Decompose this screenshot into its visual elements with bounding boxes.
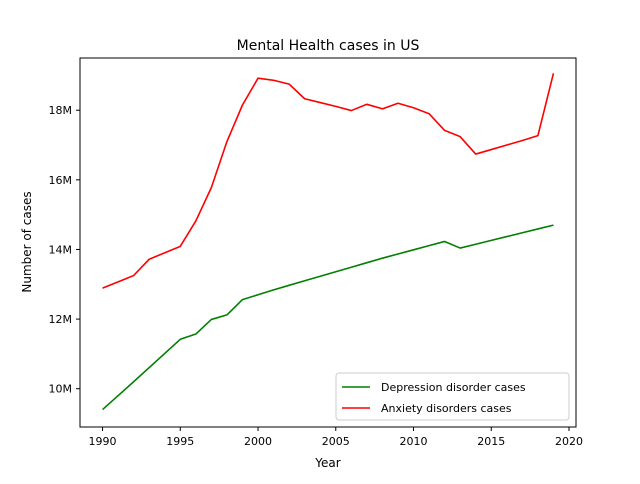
x-tick-label: 2015: [477, 435, 505, 448]
x-tick-label: 2020: [555, 435, 583, 448]
x-tick-label: 2000: [244, 435, 272, 448]
plot-lines: [102, 73, 555, 411]
x-tick-label: 1995: [166, 435, 194, 448]
x-axis-label: Year: [314, 456, 340, 470]
chart-title: Mental Health cases in US: [237, 38, 420, 54]
y-tick-label: 10M: [49, 383, 73, 396]
legend-label: Anxiety disorders cases: [381, 402, 512, 415]
y-axis-label: Number of cases: [20, 191, 34, 292]
legend-label: Depression disorder cases: [381, 381, 526, 394]
y-tick-label: 16M: [49, 174, 73, 187]
x-tick-label: 2005: [322, 435, 350, 448]
x-tick-label: 2010: [400, 435, 428, 448]
series-line-depression: [102, 224, 554, 411]
plot-frame: [79, 57, 577, 428]
series-line-anxiety: [102, 73, 555, 289]
y-tick-label: 12M: [49, 313, 73, 326]
chart-legend: Depression disorder cases Anxiety disorde…: [335, 372, 570, 421]
x-tick-label: 1990: [89, 435, 117, 448]
y-tick-label: 14M: [49, 243, 73, 256]
y-tick-label: 18M: [49, 104, 73, 117]
y-axis-ticks: 10M 12M 14M 16M 18M: [49, 104, 80, 396]
x-axis-ticks: 1990 1995 2000 2005 2010 2015 2020: [89, 427, 583, 448]
legend-box: [335, 372, 570, 421]
